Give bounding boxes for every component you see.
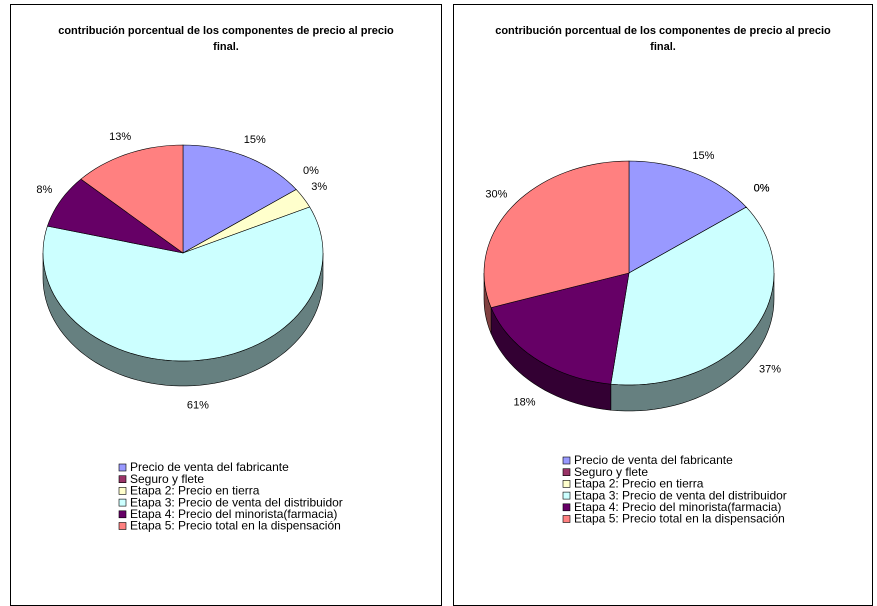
legend-label: Seguro y flete [574,465,648,479]
legend-swatch [118,475,127,484]
legend-label: Etapa 2: Precio en tierra [574,477,704,491]
pie-slice [80,144,184,254]
legend-swatch [562,491,571,500]
legend-label: Etapa 5: Precio total en la dispensación [574,512,785,526]
legend-label: Etapa 4: Precio del minorista(farmacia) [130,507,337,521]
legend-label: Precio de venta del fabricante [130,460,289,474]
data-label: 3% [311,181,327,193]
data-label: 61% [187,399,209,411]
legend-label: Etapa 3: Precio de venta del distribuido… [574,488,787,502]
legend-swatch [118,487,127,495]
legend-swatch [562,515,571,523]
legend-swatch [118,510,127,519]
pie-slice [46,178,184,254]
chart-panel: contribución porcentual de los component… [453,4,873,606]
chart-title: contribución porcentual de los component… [495,25,831,53]
legend-label: Etapa 2: Precio en tierra [130,484,260,498]
chart-panel: contribución porcentual de los component… [10,4,442,606]
chart-title: contribución porcentual de los component… [58,25,394,53]
data-label: 18% [514,396,536,408]
chart: 15% 0% 3% 61% 8% 13% Precio de venta del fabri… [36,131,343,533]
legend-label: Etapa 4: Precio del minorista(farmacia) [574,500,781,514]
legend-label: Precio de venta del fabricante [574,453,733,467]
legend-swatch [562,503,571,512]
data-label: 0% [303,165,319,177]
data-label: 8% [36,184,52,196]
legend-swatch [562,480,571,488]
pie-slice [490,272,630,385]
legend-swatch [118,522,127,530]
pie-slice [483,160,630,308]
data-label: 0% [754,183,770,195]
data-label: 15% [692,150,714,162]
legend-swatch [562,468,571,477]
pie-slice [610,206,775,386]
data-label: 15% [244,134,266,146]
data-label: 30% [485,189,507,201]
data-label: 0% [754,183,770,195]
pie-slice [42,206,324,362]
legend-swatch [118,463,127,472]
legend-label: Etapa 3: Precio de venta del distribuido… [130,495,343,509]
legend-swatch [118,498,127,507]
data-label: 13% [109,131,131,143]
chart: 15%0%0%37%18%30%Precio de venta del fabr… [483,150,787,526]
data-label: 37% [759,363,781,375]
legend-label: Etapa 5: Precio total en la dispensación [130,519,341,533]
legend-swatch [562,456,571,465]
pie-slice [182,144,297,254]
pie-slice [628,160,747,274]
legend-label: Seguro y flete [130,472,204,486]
